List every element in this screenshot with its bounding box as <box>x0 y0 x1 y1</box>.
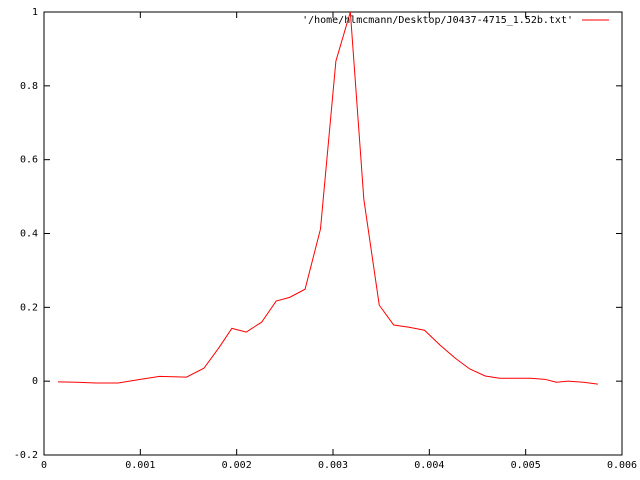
legend-label: '/home/hlmcmann/Desktop/J0437-4715_1.52b… <box>302 15 573 26</box>
x-tick-label: 0.003 <box>318 460 348 471</box>
plot-frame <box>43 11 623 456</box>
x-tick-label: 0 <box>41 460 47 471</box>
y-tick-label: 0.2 <box>20 302 38 313</box>
y-tick-label: -0.2 <box>14 450 38 461</box>
x-tick-label: 0.005 <box>511 460 541 471</box>
y-tick-label: 0.4 <box>20 229 38 240</box>
x-tick-label: 0.002 <box>222 460 252 471</box>
x-tick-label: 0.001 <box>125 460 155 471</box>
y-tick-label: 0.8 <box>20 81 38 92</box>
x-tick-label: 0.004 <box>414 460 444 471</box>
y-tick-label: 0 <box>32 376 38 387</box>
y-tick-label: 1 <box>32 7 38 18</box>
x-tick-label: 0.006 <box>607 460 637 471</box>
y-tick-label: 0.6 <box>20 155 38 166</box>
data-line <box>57 11 598 385</box>
